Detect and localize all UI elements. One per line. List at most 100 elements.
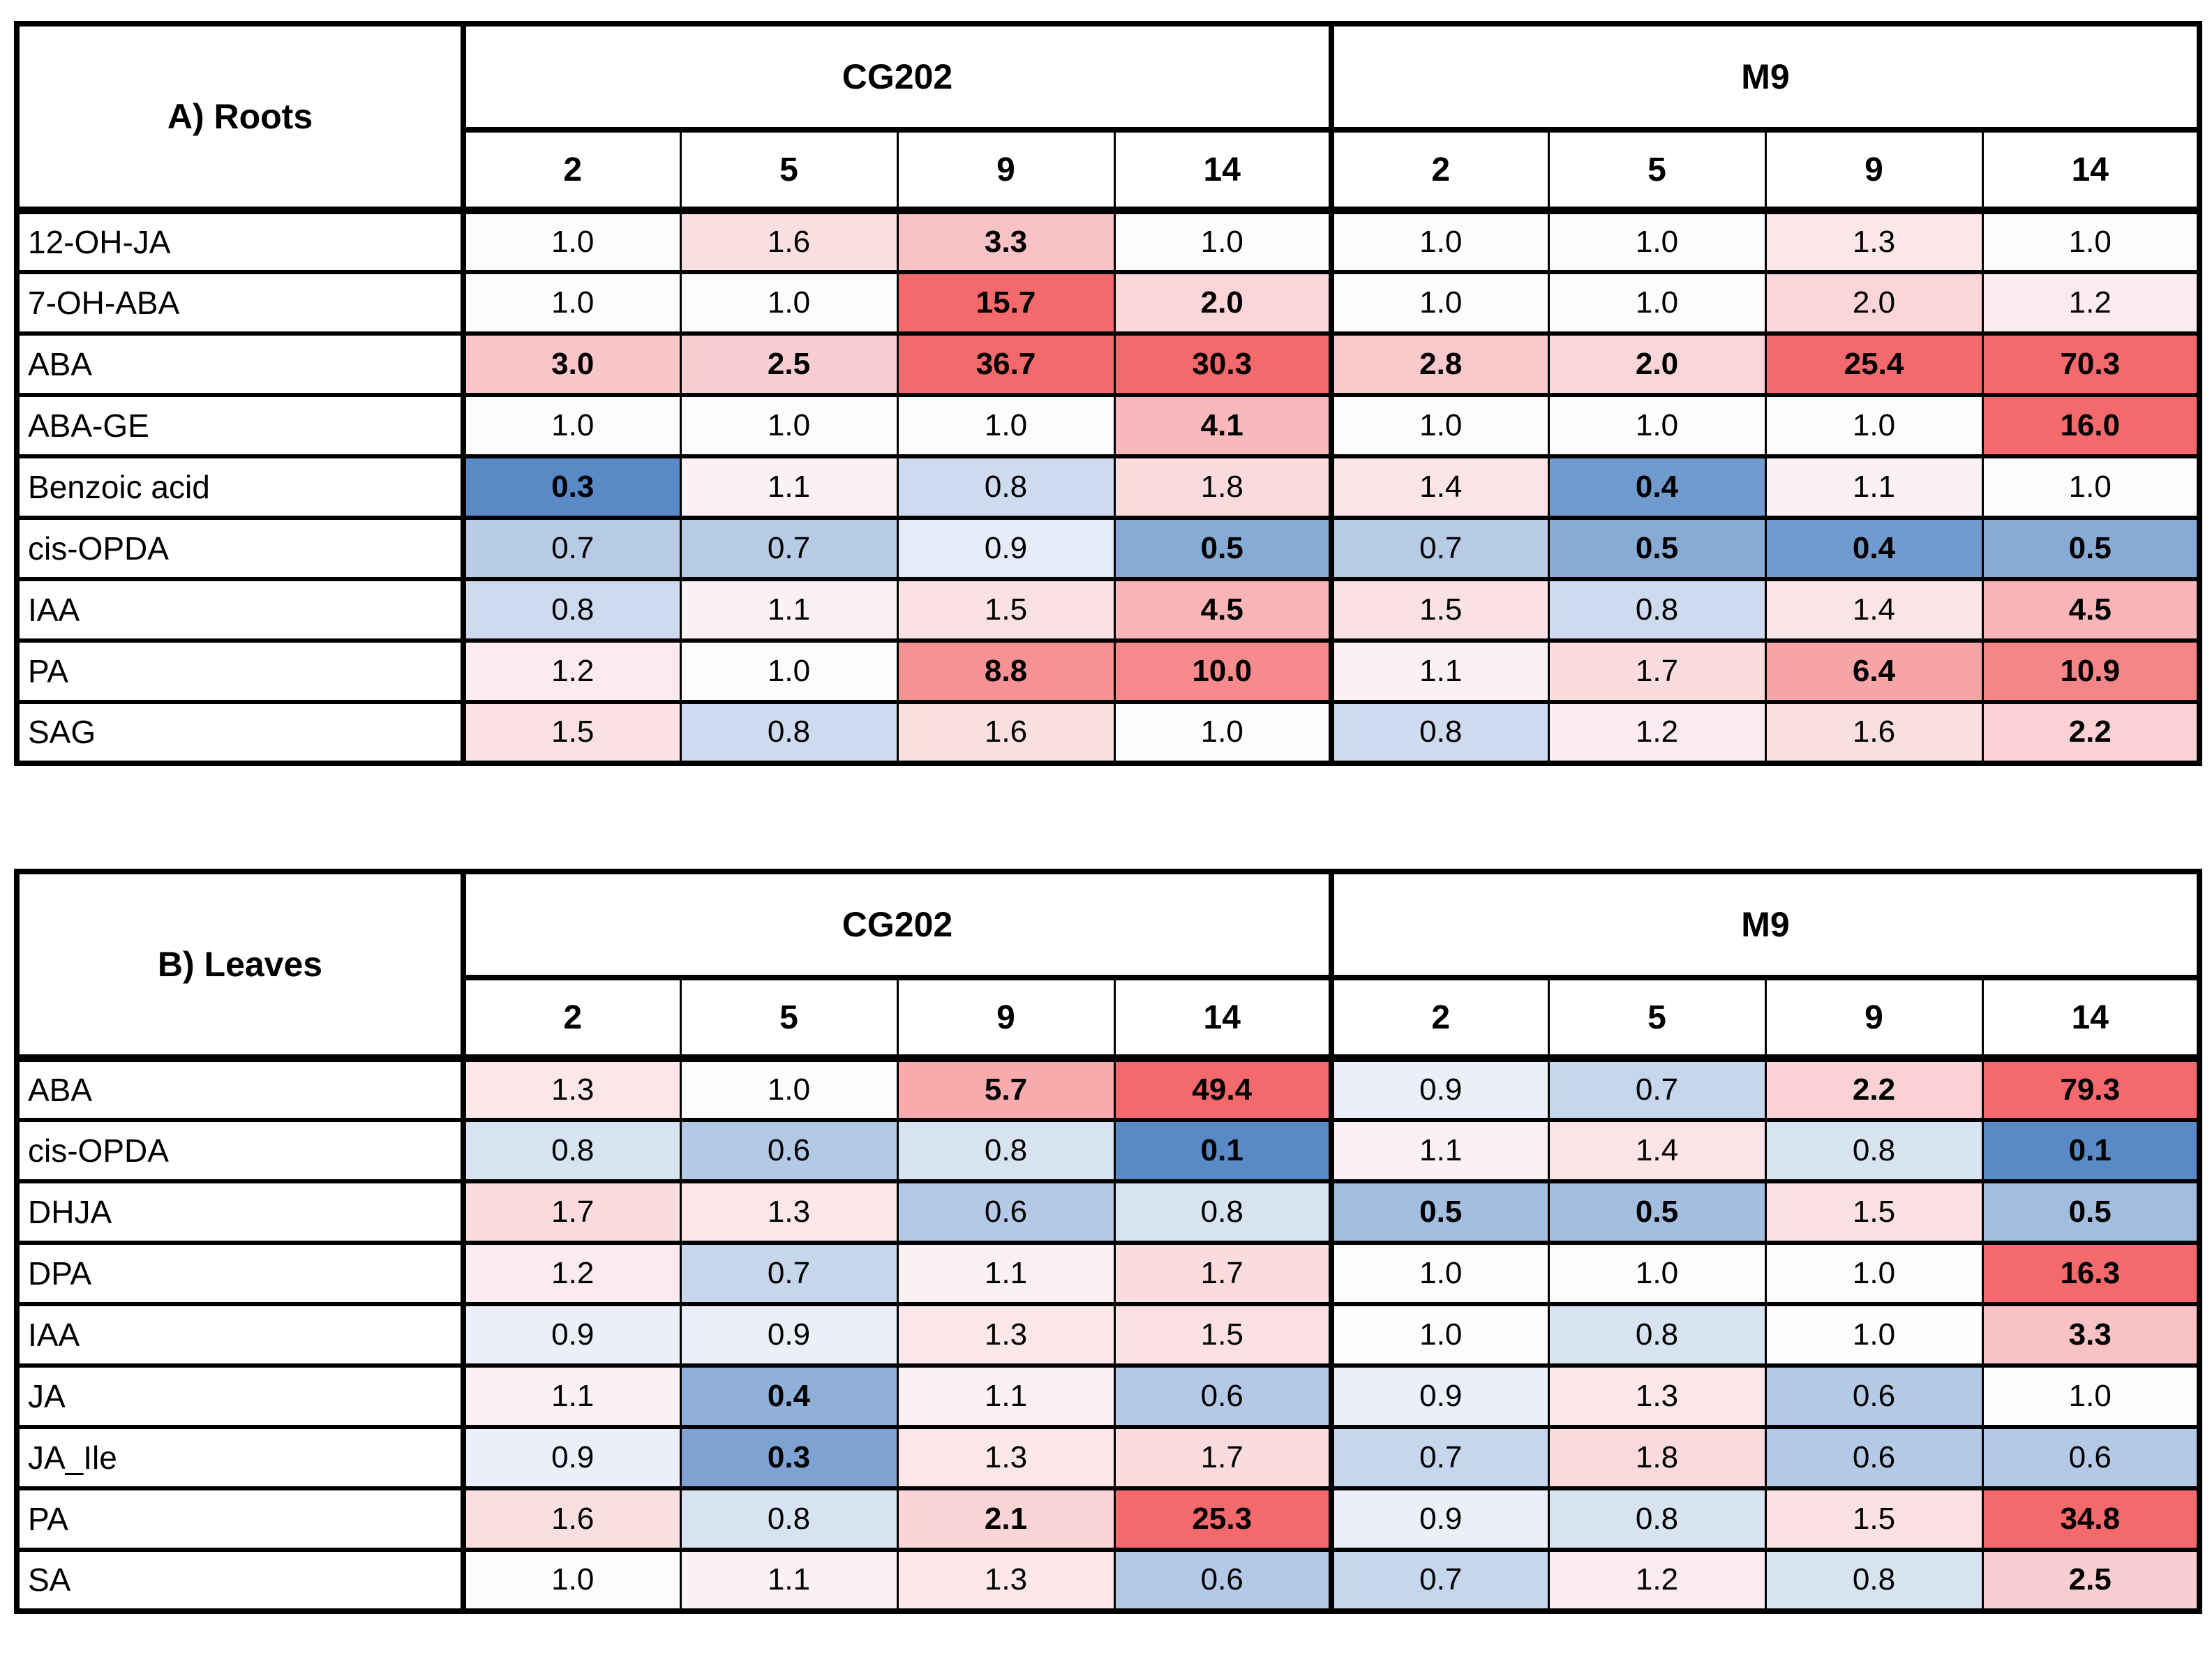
heatmap-cell: 1.1 (679, 1547, 899, 1613)
timepoint-header-cg202-14: 14 (1113, 976, 1333, 1062)
timepoint-header-m9-9: 9 (1764, 128, 1984, 214)
heatmap-cell: 1.2 (1547, 699, 1767, 765)
heatmap-cell: 0.6 (1764, 1363, 1984, 1429)
heatmap-cell: 0.5 (1981, 515, 2201, 581)
hormone-row: SA 1.0 1.1 1.3 0.6 0.7 1.2 0.8 2.5 (15, 1547, 2201, 1613)
heatmap-cell: 2.1 (896, 1486, 1116, 1552)
timepoint-header-m9-2: 2 (1329, 976, 1550, 1062)
heatmap-cell: 0.8 (1329, 699, 1550, 765)
heatmap-cell: 1.0 (1329, 1240, 1550, 1306)
heatmap-cell: 0.8 (1547, 1486, 1767, 1552)
timepoint-header-cg202-9: 9 (896, 128, 1116, 214)
heatmap-cell: 1.1 (1329, 1117, 1550, 1183)
heatmap-cell: 1.6 (1764, 699, 1984, 765)
heatmap-cell: 0.9 (1329, 1056, 1550, 1122)
hormone-row-label: ABA (15, 1056, 466, 1122)
heatmap-cell: 1.0 (461, 392, 682, 458)
hormone-row-label: PA (15, 1486, 466, 1552)
heatmap-cell: 0.8 (1764, 1117, 1984, 1183)
heatmap-cell: 0.1 (1113, 1117, 1333, 1183)
timepoint-header-row: 2 5 9 14 2 5 9 14 (17, 128, 2201, 214)
heatmap-cell: 0.8 (896, 1117, 1116, 1183)
heatmap-cell: 3.0 (461, 331, 682, 397)
heatmap-cell: 0.3 (461, 454, 682, 520)
heatmap-cell: 1.8 (1113, 454, 1333, 520)
heatmap-cell: 1.0 (1329, 1301, 1550, 1368)
heatmap-cell: 1.0 (461, 269, 682, 336)
heatmap-cell: 25.4 (1764, 331, 1984, 397)
leaves-heatmap-body: ABA 1.3 1.0 5.7 49.4 0.9 0.7 2.2 79.3 cis-OPDA 0.8… (15, 1056, 2201, 1613)
timepoint-header-row: 2 5 9 14 2 5 9 14 (17, 976, 2201, 1062)
heatmap-cell: 1.5 (896, 576, 1116, 643)
hormone-row: JA_Ile 0.9 0.3 1.3 1.7 0.7 1.8 0.6 0.6 (15, 1424, 2201, 1490)
genotype-header-m9: M9 (1328, 870, 2201, 980)
heatmap-cell: 2.0 (1764, 269, 1984, 336)
heatmap-cell: 0.8 (1547, 576, 1767, 643)
genotype-header-m9: M9 (1328, 22, 2201, 133)
heatmap-cell: 0.7 (1329, 515, 1550, 581)
heatmap-cell: 1.0 (679, 1056, 899, 1122)
hormone-row-label: DPA (15, 1240, 466, 1306)
heatmap-cell: 1.2 (461, 1240, 682, 1306)
heatmap-cell: 5.7 (896, 1056, 1116, 1122)
hormone-row-label: cis-OPDA (15, 515, 466, 581)
heatmap-cell: 1.0 (461, 208, 682, 274)
hormone-row: DHJA 1.7 1.3 0.6 0.8 0.5 0.5 1.5 0.5 (15, 1179, 2201, 1245)
heatmap-cell: 1.1 (461, 1363, 682, 1429)
heatmap-cell: 1.0 (1329, 392, 1550, 458)
heatmap-cell: 1.8 (1547, 1424, 1767, 1490)
table-title: B) Leaves (15, 870, 466, 1062)
hormone-row-label: DHJA (15, 1179, 466, 1245)
hormone-row: IAA 0.9 0.9 1.3 1.5 1.0 0.8 1.0 3.3 (15, 1301, 2201, 1368)
heatmap-cell: 34.8 (1981, 1486, 2201, 1552)
hormone-row-label: JA_Ile (15, 1424, 466, 1490)
heatmap-cell: 2.5 (1981, 1547, 2201, 1613)
heatmap-cell: 16.0 (1981, 392, 2201, 458)
genotype-header-cg202: CG202 (462, 870, 1333, 980)
heatmap-cell: 0.7 (1329, 1424, 1550, 1490)
heatmap-cell: 10.0 (1113, 638, 1333, 704)
hormone-row-label: ABA (15, 331, 466, 397)
heatmap-cell: 1.0 (1547, 392, 1767, 458)
heatmap-cell: 0.1 (1981, 1117, 2201, 1183)
heatmap-cell: 1.5 (1329, 576, 1550, 643)
heatmap-cell: 1.0 (1764, 1301, 1984, 1368)
heatmap-cell: 1.0 (1547, 269, 1767, 336)
heatmap-cell: 0.8 (1113, 1179, 1333, 1245)
heatmap-cell: 1.2 (1547, 1547, 1767, 1613)
heatmap-cell: 79.3 (1981, 1056, 2201, 1122)
hormone-row-label: SAG (15, 699, 466, 765)
heatmap-cell: 1.3 (679, 1179, 899, 1245)
heatmap-cell: 1.1 (1329, 638, 1550, 704)
heatmap-cell: 0.5 (1113, 515, 1333, 581)
hormone-row: JA 1.1 0.4 1.1 0.6 0.9 1.3 0.6 1.0 (15, 1363, 2201, 1429)
heatmap-cell: 0.9 (461, 1424, 682, 1490)
heatmap-cell: 10.9 (1981, 638, 2201, 704)
heatmap-cell: 1.1 (679, 576, 899, 643)
heatmap-cell: 2.0 (1547, 331, 1767, 397)
heatmap-cell: 70.3 (1981, 331, 2201, 397)
heatmap-cell: 8.8 (896, 638, 1116, 704)
timepoint-header-m9-14: 14 (1981, 128, 2201, 214)
heatmap-cell: 2.5 (679, 331, 899, 397)
heatmap-cell: 0.8 (679, 699, 899, 765)
heatmap-cell: 1.5 (461, 699, 682, 765)
heatmap-cell: 36.7 (896, 331, 1116, 397)
hormone-row-label: JA (15, 1363, 466, 1429)
hormone-row: cis-OPDA 0.7 0.7 0.9 0.5 0.7 0.5 0.4 0.5 (15, 515, 2201, 581)
heatmap-cell: 1.0 (1981, 208, 2201, 274)
heatmap-cell: 1.6 (896, 699, 1116, 765)
heatmap-cell: 0.5 (1547, 515, 1767, 581)
heatmap-cell: 1.4 (1329, 454, 1550, 520)
heatmap-cell: 1.5 (1764, 1486, 1984, 1552)
heatmap-cell: 0.7 (1329, 1547, 1550, 1613)
heatmap-cell: 1.3 (461, 1056, 682, 1122)
hormone-row-label: 12-OH-JA (15, 208, 466, 274)
heatmap-cell: 1.7 (1113, 1424, 1333, 1490)
heatmap-cell: 0.8 (1547, 1301, 1767, 1368)
hormone-row: ABA-GE 1.0 1.0 1.0 4.1 1.0 1.0 1.0 16.0 (15, 392, 2201, 458)
heatmap-cell: 1.0 (1113, 699, 1333, 765)
heatmap-cell: 0.7 (461, 515, 682, 581)
heatmap-cell: 0.6 (1113, 1547, 1333, 1613)
